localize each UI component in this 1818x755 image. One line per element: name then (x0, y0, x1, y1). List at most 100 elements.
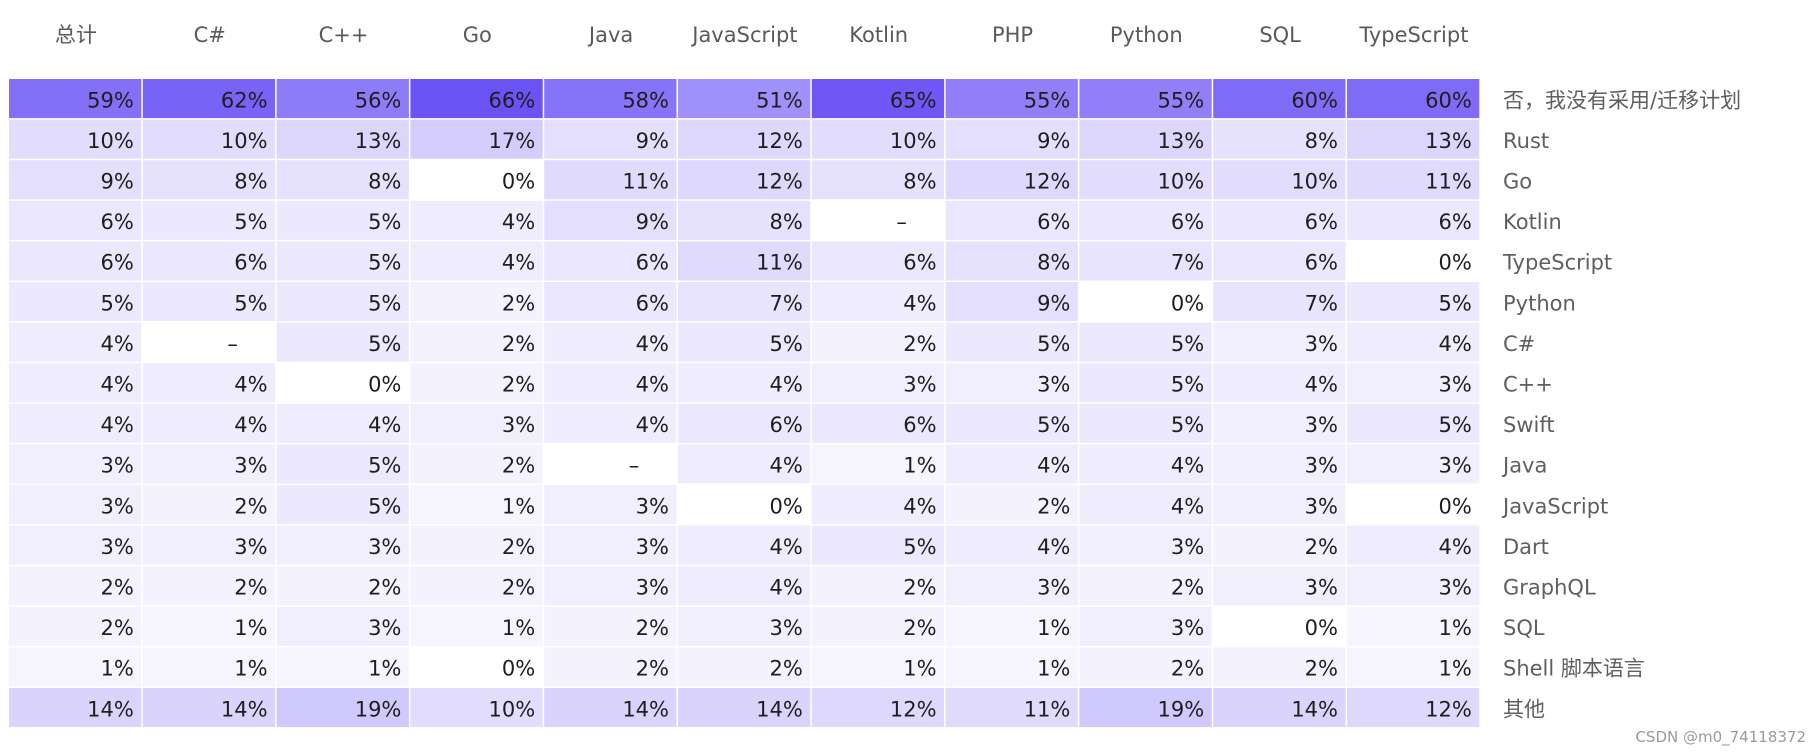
heatmap-cell (410, 363, 543, 403)
heatmap-cell (811, 688, 945, 728)
cell-value: 8% (368, 170, 401, 194)
heatmap-cell (142, 119, 276, 159)
heatmap-cell (1213, 282, 1346, 322)
cell-value: 11% (622, 170, 669, 194)
heatmap-cell (544, 525, 677, 565)
cell-value: 4% (769, 373, 802, 397)
heatmap-cell (1213, 444, 1346, 484)
cell-value: 5% (1037, 332, 1070, 356)
row-label: Go (1503, 170, 1532, 194)
cell-value: 2% (502, 291, 535, 315)
heatmap-cell (1347, 444, 1480, 484)
cell-value: 7% (1171, 251, 1204, 275)
cell-value: 58% (622, 88, 669, 112)
row-label: Java (1501, 454, 1547, 478)
cell-value: 4% (100, 373, 133, 397)
cell-value: 59% (87, 88, 134, 112)
cell-value: 4% (234, 373, 267, 397)
heatmap-cell (678, 403, 811, 443)
heatmap-cell (678, 525, 811, 565)
cell-value: 17% (489, 129, 536, 153)
cell-value: 3% (636, 576, 669, 600)
heatmap-cell (678, 485, 811, 525)
cell-value: 14% (756, 697, 803, 721)
cell-value: 5% (368, 210, 401, 234)
column-header: C# (194, 23, 226, 47)
cell-value: 4% (903, 494, 936, 518)
heatmap-cell (1347, 241, 1480, 281)
cell-value: 5% (100, 291, 133, 315)
heatmap-cell (276, 525, 409, 565)
heatmap-cell (142, 688, 276, 728)
cell-value: 6% (903, 251, 936, 275)
cell-value: 2% (502, 454, 535, 478)
heatmap-cell (410, 241, 543, 281)
cell-value: 4% (502, 210, 535, 234)
heatmap-cell (678, 160, 811, 200)
cell-value: 9% (636, 210, 669, 234)
cell-value: 60% (1291, 88, 1338, 112)
heatmap-cell (811, 566, 945, 606)
cell-value: 9% (1037, 291, 1070, 315)
heatmap-cell (9, 119, 142, 159)
cell-value: 5% (1171, 332, 1204, 356)
heatmap-cell (1347, 119, 1480, 159)
row-label: Rust (1503, 129, 1549, 153)
cell-value: 8% (903, 170, 936, 194)
cell-value: 10% (1291, 170, 1338, 194)
heatmap-cells: 59% 62% 56% 66% 58% 51% 65% 55% 55% 60% 60% 10% 10% 1… (9, 79, 1480, 728)
heatmap-cell (945, 525, 1078, 565)
cell-value: 5% (769, 332, 802, 356)
heatmap-cell (142, 444, 276, 484)
heatmap-cell (811, 647, 945, 687)
cell-value: 5% (234, 210, 267, 234)
heatmap-cell (410, 647, 543, 687)
heatmap-cell (811, 606, 945, 646)
heatmap-cell (678, 282, 811, 322)
cell-value: 10% (890, 129, 937, 153)
heatmap-cell (1213, 363, 1346, 403)
column-header: Kotlin (849, 23, 908, 47)
cell-value: 12% (890, 697, 937, 721)
heatmap-cell (678, 606, 811, 646)
heatmap-cell (811, 79, 945, 119)
heatmap-cell (544, 647, 677, 687)
heatmap-cell (9, 444, 142, 484)
heatmap-cell (678, 444, 811, 484)
heatmap-cell (945, 485, 1078, 525)
column-header: Java (587, 23, 633, 47)
cell-value: 6% (100, 210, 133, 234)
heatmap-cell (142, 566, 276, 606)
cell-value: 4% (769, 535, 802, 559)
cell-value: 5% (368, 494, 401, 518)
heatmap-cell (276, 403, 409, 443)
heatmap-cell (276, 566, 409, 606)
cell-value: 7% (769, 291, 802, 315)
row-label: Python (1503, 291, 1576, 315)
heatmap-cell (945, 566, 1078, 606)
heatmap-cell (811, 444, 945, 484)
cell-value: 7% (1305, 291, 1338, 315)
heatmap-cell (945, 688, 1078, 728)
cell-value: 5% (1438, 413, 1471, 437)
row-label: Swift (1503, 413, 1555, 437)
row-label: GraphQL (1503, 576, 1596, 600)
cell-value: 1% (234, 616, 267, 640)
row-label: Shell 脚本语言 (1503, 657, 1645, 681)
cell-value: 3% (636, 494, 669, 518)
heatmap-cell (276, 200, 409, 240)
heatmap-cell (678, 119, 811, 159)
column-header: 总计 (55, 23, 97, 47)
cell-value: 3% (1037, 576, 1070, 600)
cell-value: 3% (100, 494, 133, 518)
cell-value: 55% (1158, 88, 1205, 112)
heatmap-cell (1213, 200, 1346, 240)
heatmap-cell (1079, 200, 1212, 240)
heatmap-cell (1347, 79, 1480, 119)
cell-value: 2% (769, 657, 802, 681)
watermark-text: CSDN @m0_74118372 (1635, 728, 1806, 747)
heatmap-cell (678, 566, 811, 606)
heatmap-cell (142, 606, 276, 646)
cell-value: 1% (502, 616, 535, 640)
cell-value: 4% (903, 291, 936, 315)
